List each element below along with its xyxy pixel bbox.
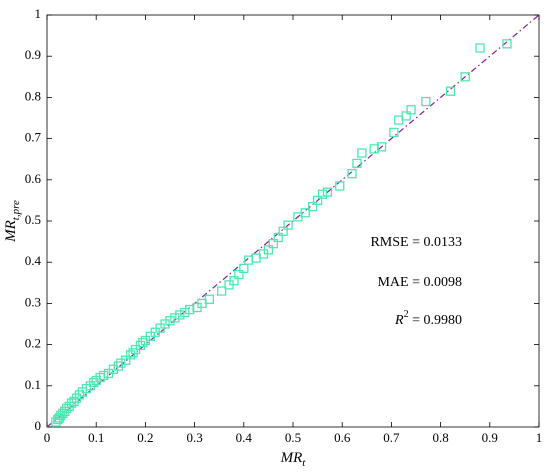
point xyxy=(357,148,367,158)
point xyxy=(406,105,416,115)
point xyxy=(89,377,99,388)
point xyxy=(160,319,170,329)
y-label-main: MR xyxy=(3,220,19,243)
y-tick-label: 0.9 xyxy=(25,47,41,62)
point xyxy=(217,286,227,296)
point xyxy=(62,403,72,414)
point xyxy=(108,364,119,374)
point xyxy=(268,239,278,249)
y-tick-label: 0.2 xyxy=(25,336,41,351)
point xyxy=(64,401,74,412)
x-tick-label: 1 xyxy=(536,430,543,445)
point xyxy=(335,181,345,191)
point xyxy=(376,142,387,152)
reference-line xyxy=(46,14,540,428)
x-tick-label: 0.8 xyxy=(432,430,448,445)
point xyxy=(204,294,215,304)
point xyxy=(180,307,190,318)
rmse-annotation: RMSE = 0.0133 xyxy=(370,235,462,250)
r2-annotation: R2 = 0.9980 xyxy=(394,309,462,328)
point xyxy=(322,187,333,197)
point xyxy=(229,276,239,286)
point xyxy=(74,390,85,400)
y-tick-label: 1 xyxy=(35,6,42,21)
point xyxy=(69,396,79,407)
x-tick-label: 0.2 xyxy=(137,430,153,445)
r2-rest: = 0.9980 xyxy=(409,313,462,328)
point xyxy=(445,86,456,96)
x-tick-label: 0.4 xyxy=(236,430,253,445)
point xyxy=(273,232,283,243)
point xyxy=(71,393,82,403)
mae-annotation: MAE = 0.0098 xyxy=(377,275,462,290)
point xyxy=(170,313,180,323)
point xyxy=(421,96,431,107)
r2-main: R xyxy=(394,313,404,328)
point xyxy=(502,39,512,49)
y-tick-label: 0.6 xyxy=(25,171,42,186)
point xyxy=(175,310,185,320)
point xyxy=(389,127,399,138)
point xyxy=(278,226,288,236)
y-axis-label: MRt,pre xyxy=(3,200,21,243)
y-label-sub: t,pre xyxy=(10,200,22,220)
r2-sup: 2 xyxy=(404,309,409,320)
y-tick-label: 0.8 xyxy=(25,88,41,103)
y-tick-label: 0.5 xyxy=(25,212,41,227)
y-tick-label: 0.3 xyxy=(25,294,41,309)
point xyxy=(347,168,357,179)
point xyxy=(263,245,274,255)
y-tick-label: 0.7 xyxy=(25,130,42,145)
x-axis-label: MRt xyxy=(280,450,307,468)
y-tick-label: 0.1 xyxy=(25,377,41,392)
point xyxy=(312,195,323,206)
point xyxy=(234,269,244,280)
point xyxy=(308,201,318,212)
x-tick-label: 0.6 xyxy=(334,430,351,445)
x-tick-label: 0.9 xyxy=(482,430,498,445)
point xyxy=(165,316,175,326)
point xyxy=(239,263,249,274)
point xyxy=(352,158,362,168)
point xyxy=(401,111,411,121)
point xyxy=(138,337,148,348)
point xyxy=(113,361,123,371)
x-tick-label: 0.3 xyxy=(186,430,202,445)
point xyxy=(300,208,310,218)
point xyxy=(121,355,131,365)
point xyxy=(128,348,138,358)
y-tick-label: 0.4 xyxy=(25,253,42,268)
point xyxy=(475,43,485,53)
point xyxy=(283,220,293,230)
x-tick-label: 0 xyxy=(44,430,51,445)
point xyxy=(125,350,136,360)
y-tick-label: 0 xyxy=(35,418,42,433)
point xyxy=(460,72,470,82)
x-tick-label: 0.5 xyxy=(285,430,301,445)
point xyxy=(116,358,126,368)
x-tick-label: 0.1 xyxy=(88,430,104,445)
point xyxy=(66,398,77,408)
x-label-main: MR xyxy=(280,450,303,466)
x-tick-label: 0.7 xyxy=(383,430,400,445)
point xyxy=(98,370,109,381)
point xyxy=(317,189,328,199)
point xyxy=(135,340,146,351)
x-label-sub: t xyxy=(302,457,306,469)
